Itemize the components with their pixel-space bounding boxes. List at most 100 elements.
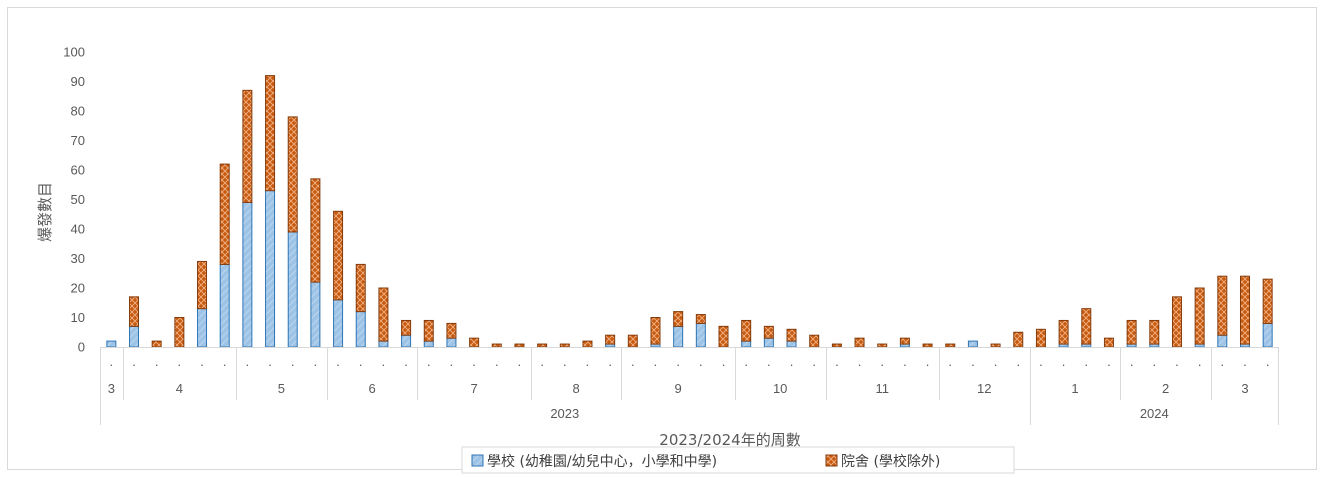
bar-school	[310, 281, 321, 348]
bar-home	[242, 89, 253, 203]
week-marker: .	[427, 354, 431, 369]
week-marker: .	[132, 354, 136, 369]
week-marker: .	[1039, 354, 1043, 369]
week-marker: .	[790, 354, 794, 369]
bar-home	[514, 343, 525, 348]
y-tick-label: 50	[71, 192, 85, 207]
week-marker: .	[223, 354, 227, 369]
bar-home	[197, 260, 208, 310]
bar-home	[1013, 331, 1024, 348]
bar-home	[605, 334, 616, 345]
week-marker: .	[858, 354, 862, 369]
bar-home	[310, 178, 321, 283]
week-marker: .	[608, 354, 612, 369]
week-marker: .	[1107, 354, 1111, 369]
week-marker: .	[450, 354, 454, 369]
month-label: 3	[1241, 381, 1248, 396]
bar-home	[401, 319, 412, 336]
week-marker: .	[178, 354, 182, 369]
bar-home	[219, 163, 230, 265]
bar-home	[1239, 275, 1250, 345]
bar-school	[106, 340, 117, 348]
bar-school	[378, 340, 389, 348]
week-marker: .	[110, 354, 114, 369]
bar-home	[1035, 328, 1046, 348]
bar-home	[469, 337, 480, 348]
week-marker: .	[835, 354, 839, 369]
bar-school	[446, 337, 457, 348]
week-marker: .	[880, 354, 884, 369]
bar-home	[627, 334, 638, 348]
bar-home	[831, 343, 842, 348]
bar-home	[423, 319, 434, 342]
bar-school	[333, 299, 344, 348]
y-tick-label: 90	[71, 74, 85, 89]
bar-school	[287, 231, 298, 348]
week-marker: .	[518, 354, 522, 369]
week-marker: .	[654, 354, 658, 369]
bar-home	[673, 311, 684, 327]
y-tick-label: 70	[71, 133, 85, 148]
week-marker: .	[994, 354, 998, 369]
week-marker: .	[722, 354, 726, 369]
bar-home	[287, 116, 298, 233]
bar-home	[129, 296, 140, 327]
bar-school	[967, 340, 978, 348]
week-marker: .	[359, 354, 363, 369]
month-label: 3	[108, 381, 115, 396]
month-label: 1	[1071, 381, 1078, 396]
bar-home	[174, 317, 185, 348]
bar-home	[151, 340, 162, 348]
bar-home	[1058, 319, 1069, 345]
bar-home	[718, 325, 729, 348]
bar-school	[423, 340, 434, 348]
year-label: 2023	[550, 406, 579, 421]
month-label: 7	[470, 381, 477, 396]
bar-home	[786, 328, 797, 342]
week-marker: .	[1243, 354, 1247, 369]
bar-home	[877, 343, 888, 348]
y-tick-label: 80	[71, 104, 85, 119]
bar-school	[355, 311, 366, 348]
y-tick-label: 100	[63, 45, 85, 60]
week-marker: .	[246, 354, 250, 369]
bar-home	[378, 287, 389, 342]
bar-school	[197, 308, 208, 348]
bar-home	[1262, 278, 1273, 324]
bar-home	[1149, 319, 1160, 345]
week-marker: .	[1016, 354, 1020, 369]
bar-home	[582, 340, 593, 348]
y-axis: 0 10 20 30 40 50 60 70 80 90 100	[63, 45, 85, 355]
y-tick-label: 40	[71, 222, 85, 237]
week-marker: .	[200, 354, 204, 369]
bar-school	[673, 325, 684, 348]
bar-school	[763, 337, 774, 348]
week-marker: .	[631, 354, 635, 369]
week-marker: .	[699, 354, 703, 369]
week-marker: .	[971, 354, 975, 369]
year-label: 2024	[1140, 406, 1169, 421]
bar-home	[265, 75, 276, 192]
week-marker: .	[268, 354, 272, 369]
bar-home	[809, 334, 820, 348]
x-axis-title: 2023/2024年的周數	[659, 431, 800, 449]
month-label: 8	[573, 381, 580, 396]
week-marker: .	[563, 354, 567, 369]
bar-home	[355, 263, 366, 313]
bar-home	[741, 319, 752, 342]
x-axis: ........................................…	[100, 347, 1279, 425]
y-tick-label: 10	[71, 310, 85, 325]
week-marker: .	[155, 354, 159, 369]
bar-school	[242, 201, 253, 348]
month-label: 10	[773, 381, 787, 396]
bar-home	[1194, 287, 1205, 345]
bar-school	[695, 322, 706, 348]
bar-home	[537, 343, 548, 348]
month-label: 9	[675, 381, 682, 396]
week-marker: .	[1152, 354, 1156, 369]
bars	[106, 75, 1273, 348]
week-marker: .	[744, 354, 748, 369]
bar-home	[945, 343, 956, 348]
week-marker: .	[540, 354, 544, 369]
bar-school	[1262, 322, 1273, 348]
